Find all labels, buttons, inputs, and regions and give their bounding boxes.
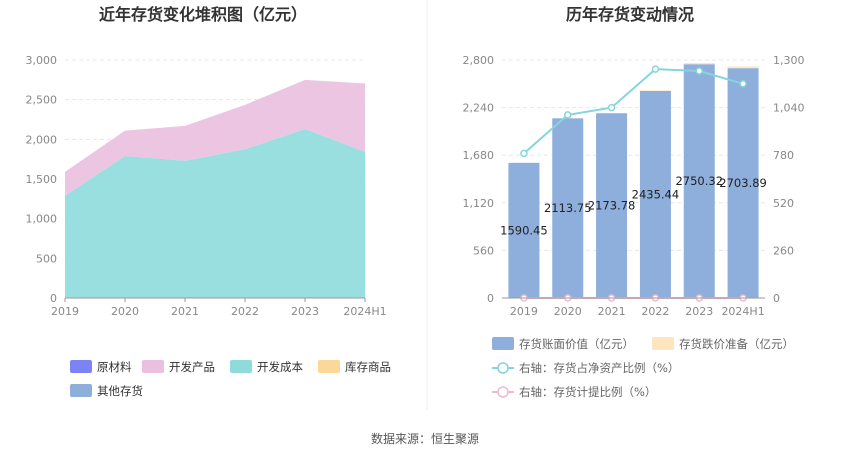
right-gridlines [502, 59, 765, 251]
left-x-tick: 2024H1 [343, 305, 386, 318]
bar-book-value [552, 118, 584, 298]
right-y-tick: 0 [487, 292, 494, 305]
bar-value-label: 2173.78 [588, 199, 636, 213]
right-x-tick: 2019 [510, 305, 538, 318]
right-x-tick: 2024H1 [721, 305, 764, 318]
left-x-tick: 2022 [231, 305, 259, 318]
line-point [520, 149, 528, 158]
left-x-tick: 2020 [111, 305, 139, 318]
left-y-tick: 2,500 [26, 94, 58, 107]
bar-impairment [639, 90, 671, 91]
right-y-tick: 560 [473, 244, 494, 257]
right-y2-tick: 1,300 [773, 54, 805, 67]
left-x-tick: 2023 [291, 305, 319, 318]
area-开发产品 [65, 79, 365, 196]
right-chart-title: 历年存货变动情况 [566, 5, 694, 24]
right-y-tick: 1,680 [463, 149, 495, 162]
left-legend-label: 其他存货 [97, 384, 143, 398]
left-y-tick: 1,500 [26, 173, 58, 186]
right-legend-swatch [652, 337, 674, 350]
left-legend-label: 原材料 [97, 360, 132, 374]
bar-book-value [508, 162, 540, 298]
left-area-series [65, 79, 365, 298]
right-y2-tick: 1,040 [773, 102, 805, 115]
right-legend-label: 存货账面价值（亿元） [519, 337, 634, 351]
left-chart-title: 近年存货变化堆积图（亿元） [99, 5, 307, 24]
left-legend-swatch [318, 360, 340, 373]
right-y-tick: 1,120 [463, 197, 495, 210]
bar-impairment [683, 62, 715, 65]
left-legend-label: 开发产品 [169, 360, 215, 374]
bar-book-value [683, 64, 715, 298]
right-x-tick: 2020 [554, 305, 582, 318]
right-legend-marker [497, 362, 509, 374]
bar-book-value [596, 113, 628, 298]
line-右轴：存货占净资产比例（%） [523, 68, 744, 155]
right-y2-tick: 0 [773, 292, 780, 305]
left-legend-label: 库存商品 [345, 360, 391, 374]
bar-value-label: 2113.75 [544, 201, 592, 215]
right-x-tick: 2022 [641, 305, 669, 318]
right-legend-swatch [492, 337, 514, 350]
left-y-tick: 1,000 [26, 213, 58, 226]
right-legend-label: 右轴：存货占净资产比例（%） [519, 361, 679, 375]
right-data-labels: 1590.45 2113.752173.782435.442750.322703.… [500, 174, 767, 237]
left-legend-swatch [70, 384, 92, 397]
right-x-tick: 2023 [685, 305, 713, 318]
left-y-tick: 3,000 [26, 54, 58, 67]
bar-book-value [727, 68, 759, 299]
right-y2-tick: 260 [773, 244, 794, 257]
right-legend-label: 右轴：存货计提比例（%） [519, 385, 656, 399]
left-x-tick: 2021 [171, 305, 199, 318]
area-开发成本 [65, 129, 365, 298]
left-y-tick: 0 [50, 292, 57, 305]
bar-value-label: 2435.44 [632, 187, 680, 201]
right-legend: 存货账面价值（亿元） 存货跌价准备（亿元）右轴：存货占净资产比例（%） 右轴：存货计… [492, 337, 794, 399]
left-legend-swatch [230, 360, 252, 373]
left-legend-swatch [142, 360, 164, 373]
right-y2-tick: 780 [773, 149, 794, 162]
line-point [739, 80, 747, 88]
right-x-tick: 2021 [598, 305, 626, 318]
right-y-tick: 2,800 [463, 54, 495, 67]
bar-book-value [639, 90, 671, 298]
data-source: 数据来源：恒生聚源 [371, 431, 479, 446]
right-y-tick: 2,240 [463, 102, 495, 115]
left-x-tick: 2019 [51, 305, 79, 318]
right-legend-marker [497, 386, 509, 398]
right-axes: 0 560 1,120 1,680 2,240 2,800 0 260 520 780 1,040 1… [463, 54, 805, 318]
bar-value-label: 2750.32 [675, 174, 723, 188]
left-legend-swatch [70, 360, 92, 373]
line-point [607, 103, 616, 112]
bar-impairment [727, 66, 759, 69]
bar-value-label: 2703.89 [719, 176, 767, 190]
left-y-tick: 2,000 [26, 133, 58, 146]
right-bars [508, 62, 759, 299]
left-legend-label: 开发成本 [257, 360, 303, 374]
line-point [651, 65, 660, 73]
line-point [564, 111, 572, 119]
line-point [695, 67, 703, 75]
left-y-tick: 500 [36, 252, 57, 265]
right-legend-label: 存货跌价准备（亿元） [679, 337, 794, 351]
bar-value-label: 1590.45 [500, 223, 548, 237]
left-axes: 0 500 1,000 1,500 2,000 2,500 3,000 2019 2020 202… [26, 54, 387, 318]
right-y2-tick: 520 [773, 197, 794, 210]
